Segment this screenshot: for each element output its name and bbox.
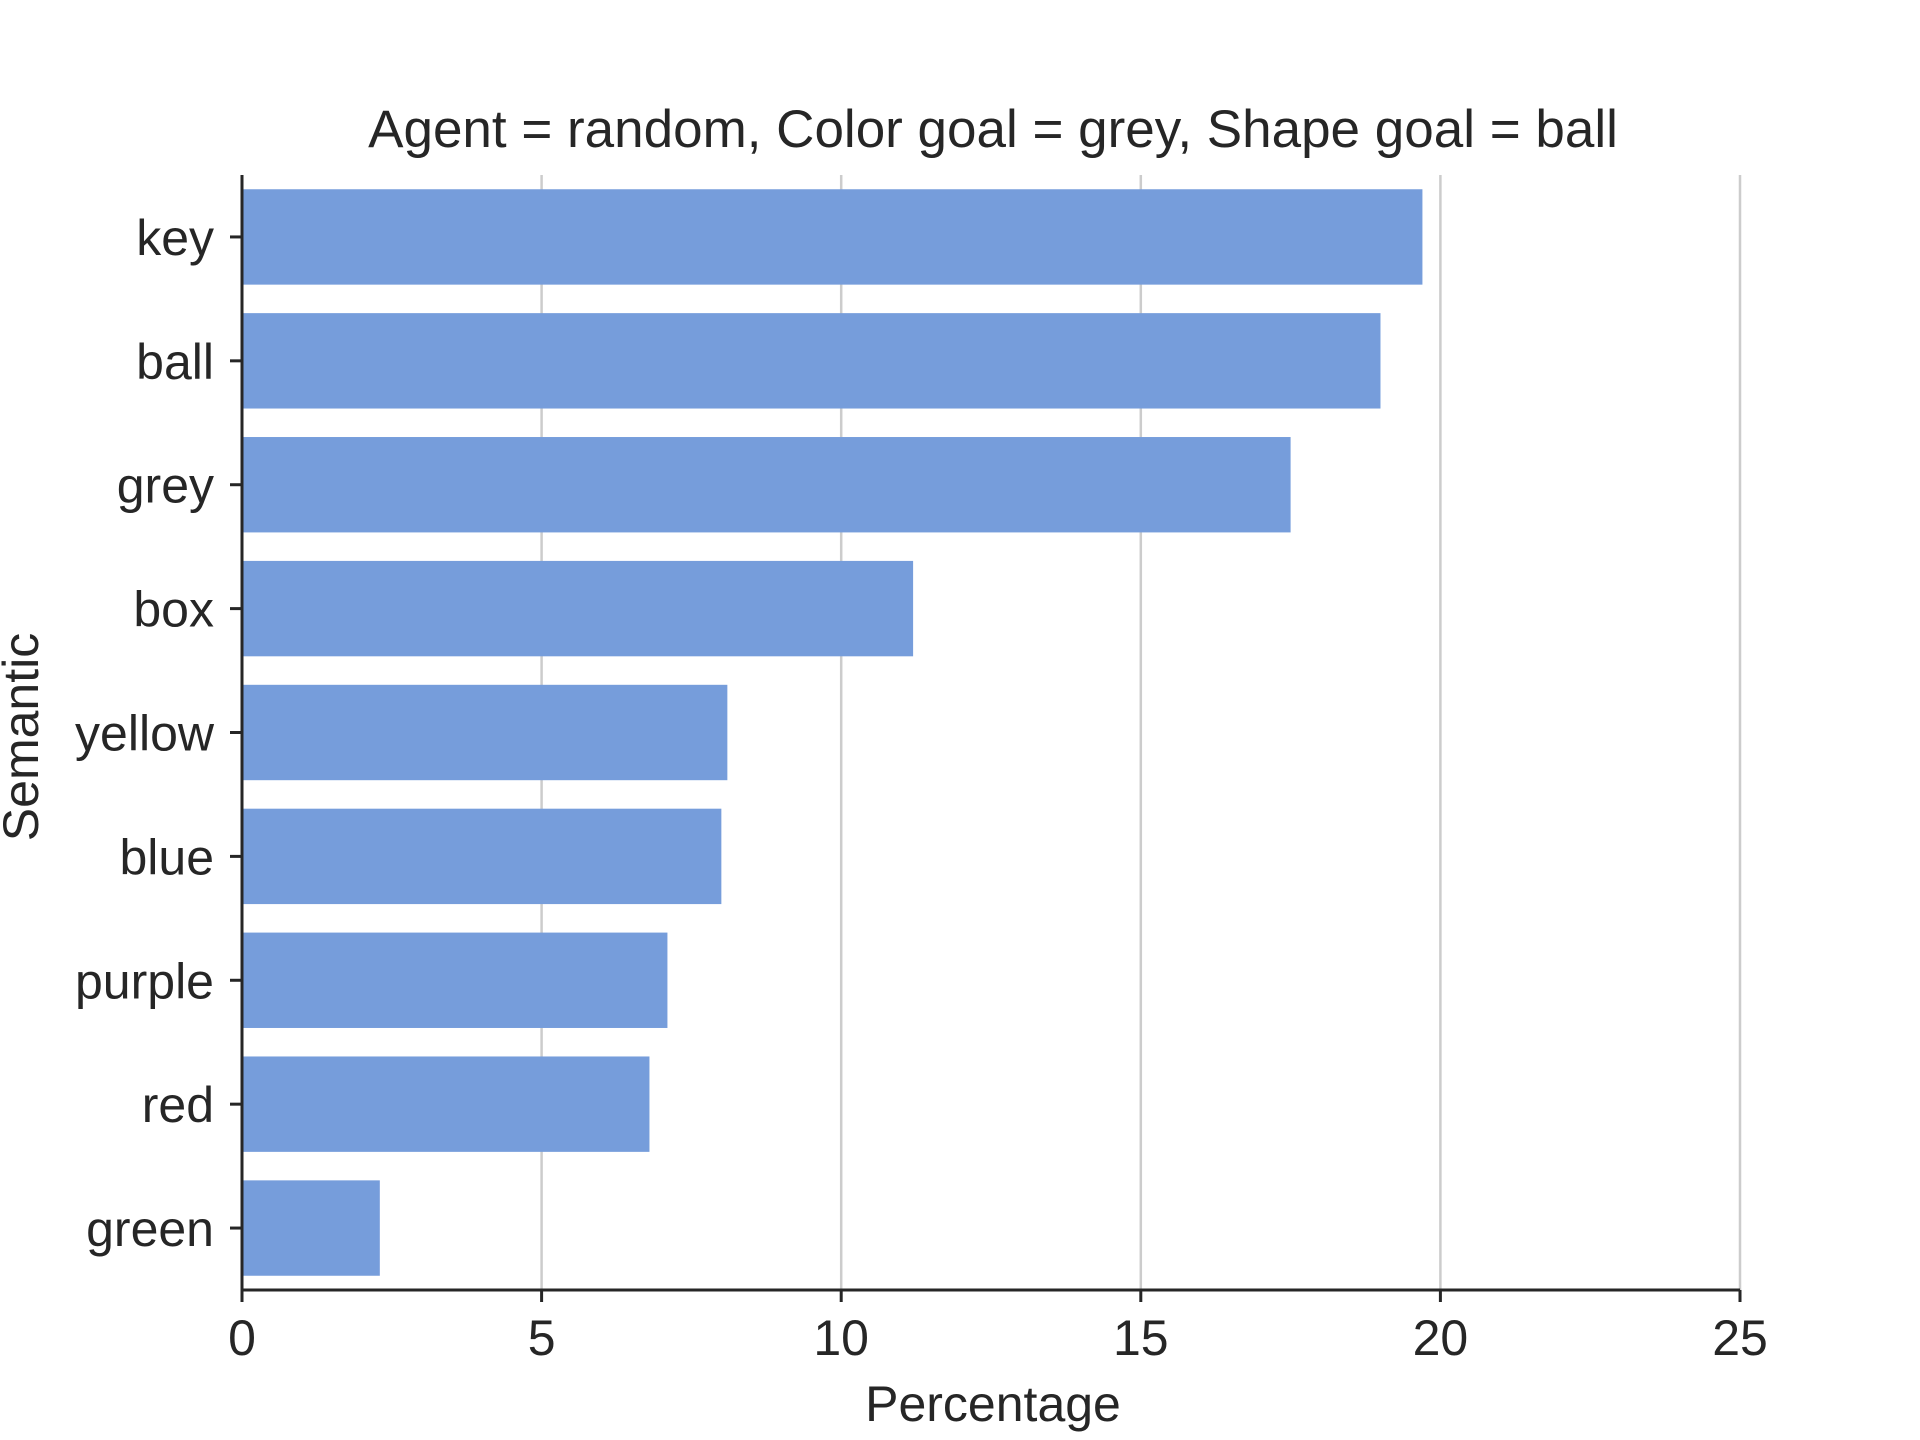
x-tick-label-15: 15	[1113, 1310, 1169, 1366]
x-tick-label-0: 0	[228, 1310, 256, 1366]
y-tick-label-purple: purple	[75, 953, 214, 1009]
x-ticks: 0 5 10 15 20 25	[228, 1290, 1768, 1366]
x-tick-label-25: 25	[1712, 1310, 1768, 1366]
bar-red	[242, 1056, 650, 1152]
y-tick-label-ball: ball	[136, 334, 214, 390]
y-tick-label-box: box	[133, 582, 214, 638]
bars	[242, 189, 1423, 1276]
bar-yellow	[242, 684, 728, 781]
y-ticks: key ball grey box yellow blue purple red green	[75, 210, 242, 1257]
x-tick-label-20: 20	[1413, 1310, 1469, 1366]
y-tick-label-blue: blue	[119, 829, 214, 885]
y-tick-label-green: green	[86, 1201, 214, 1257]
y-tick-label-red: red	[142, 1077, 214, 1133]
bar-ball	[242, 313, 1381, 409]
bar-box	[242, 560, 914, 657]
bar-grey	[242, 437, 1291, 533]
chart-title: Agent = random, Color goal = grey, Shape…	[368, 100, 1618, 159]
bar-key	[242, 189, 1423, 285]
x-tick-label-5: 5	[528, 1310, 556, 1366]
y-axis-label: Semantic	[0, 633, 49, 841]
y-tick-label-yellow: yellow	[75, 706, 215, 762]
bar-purple	[242, 932, 668, 1028]
bar-blue	[242, 808, 722, 905]
y-tick-label-key: key	[136, 210, 214, 266]
bar-green	[242, 1180, 380, 1276]
x-tick-label-10: 10	[813, 1310, 869, 1366]
y-tick-label-grey: grey	[117, 458, 214, 514]
x-axis-label: Percentage	[865, 1376, 1121, 1432]
